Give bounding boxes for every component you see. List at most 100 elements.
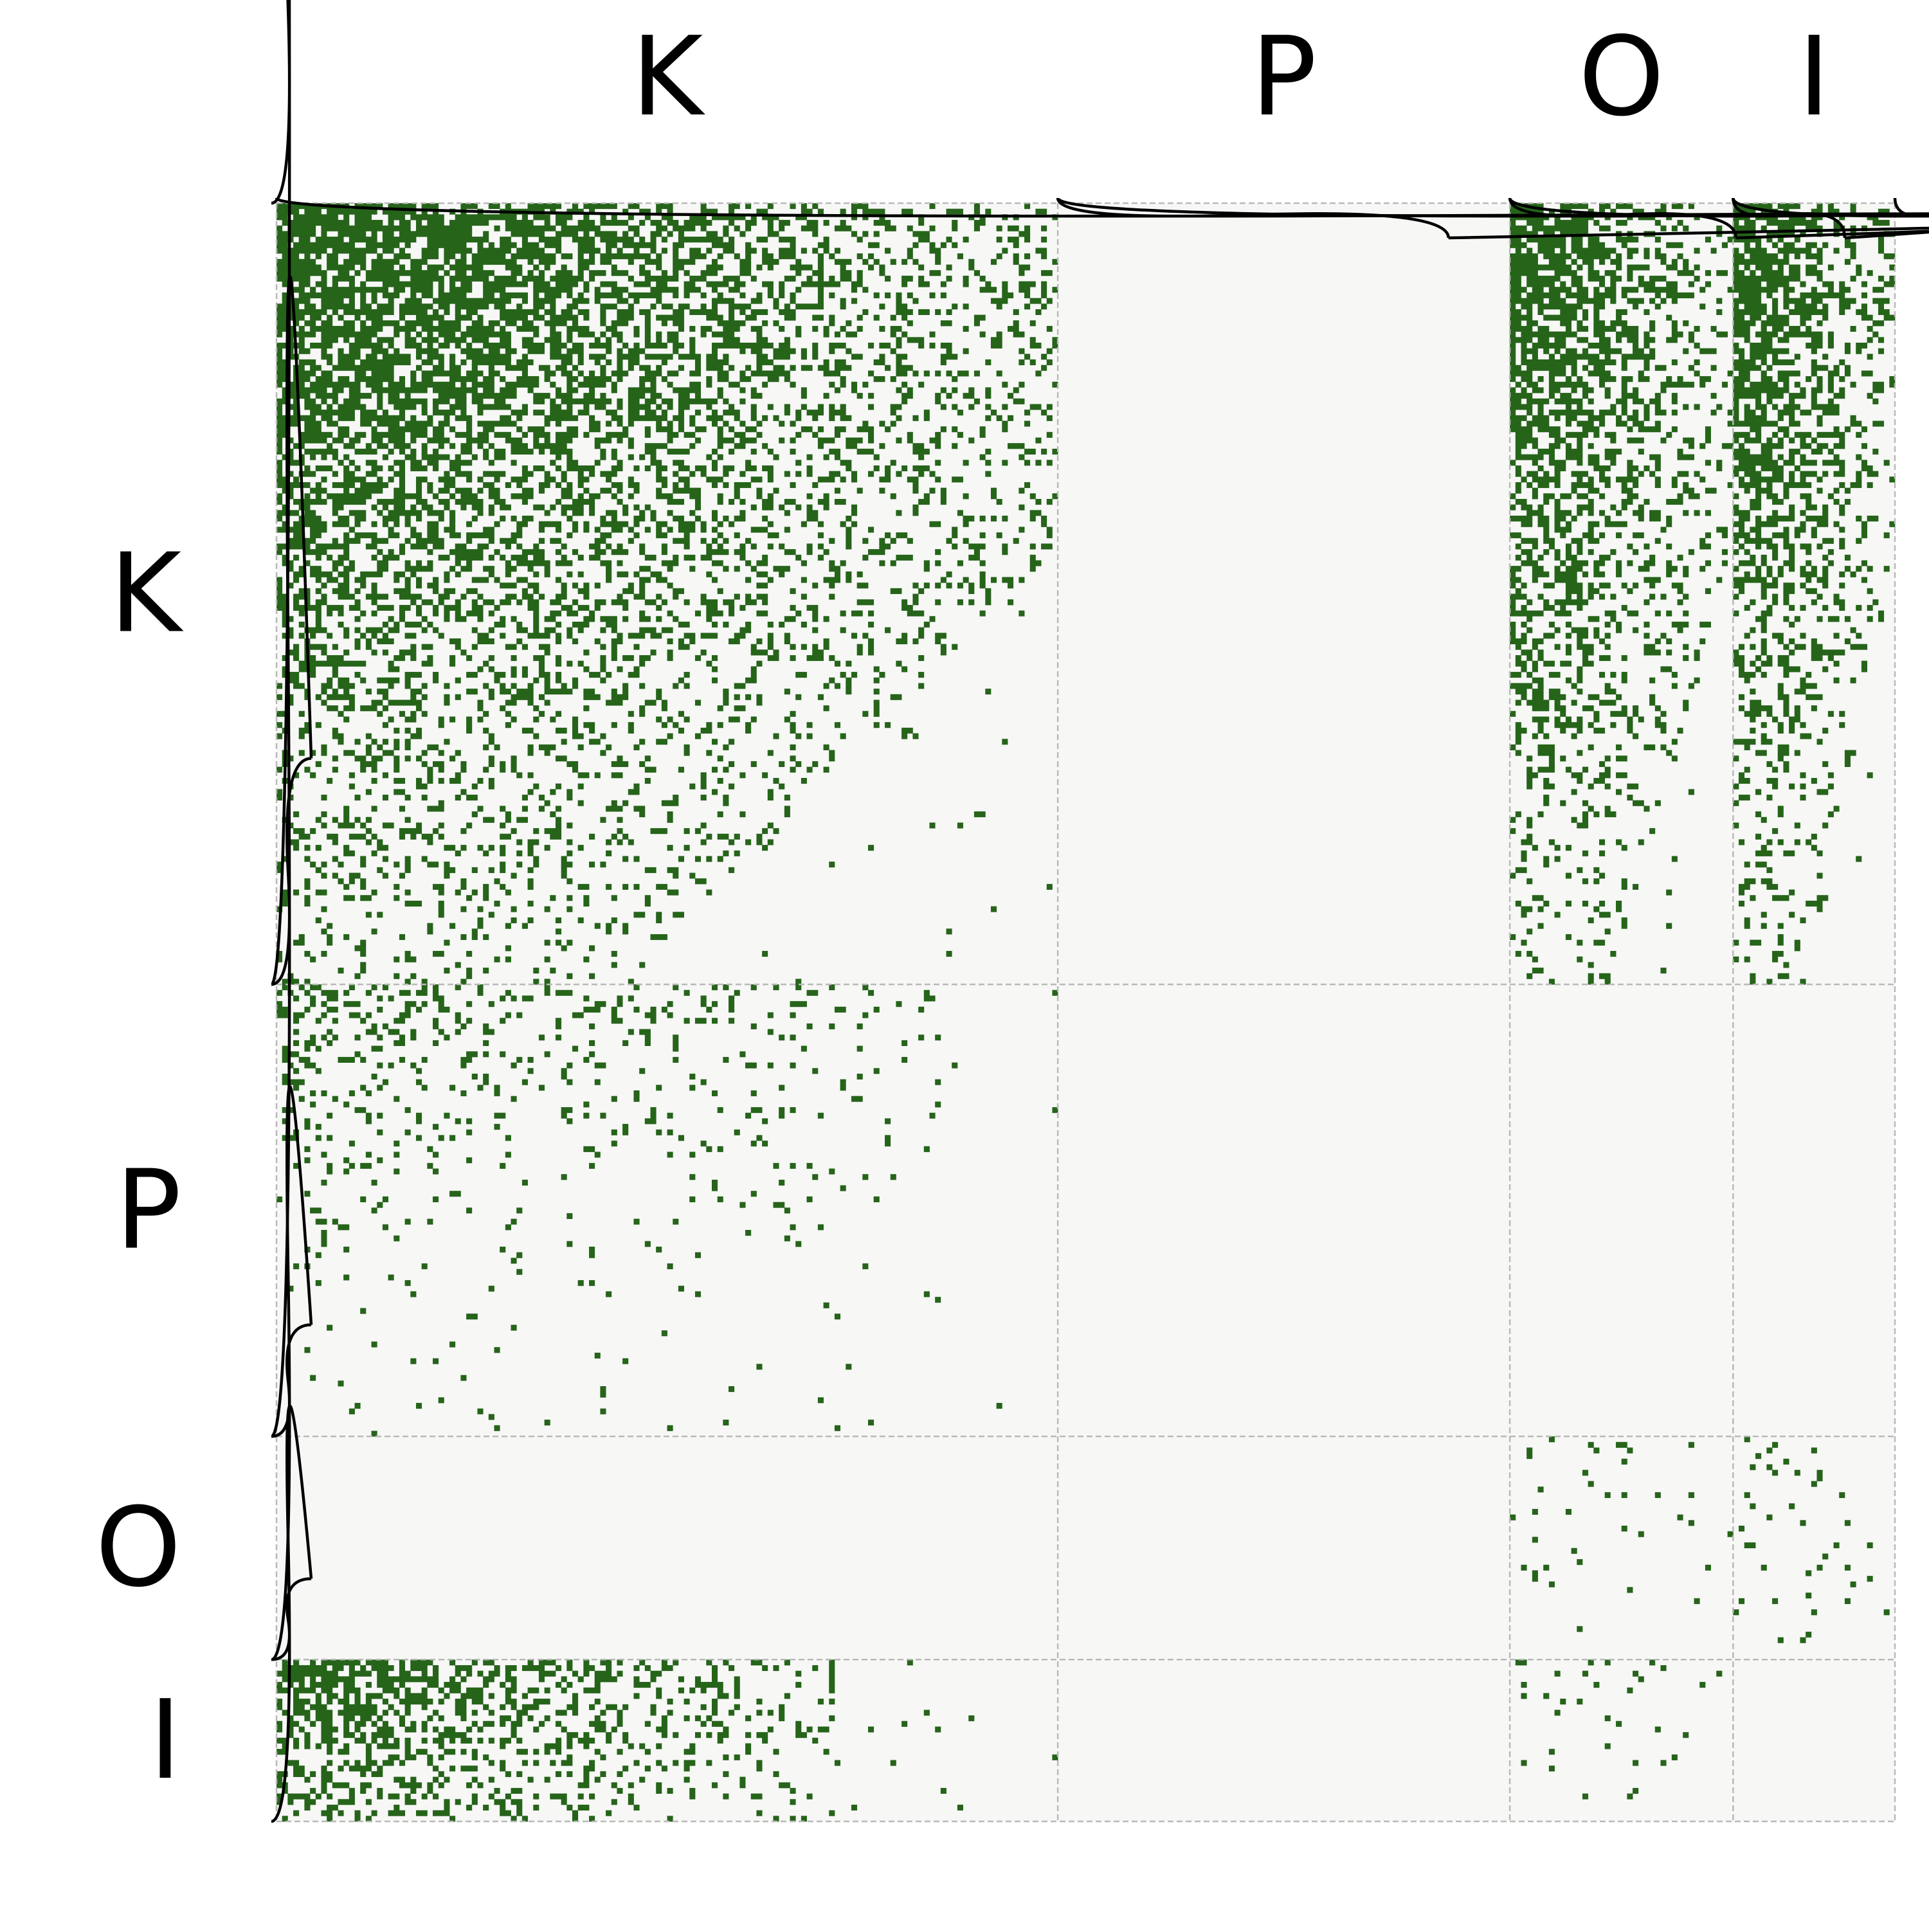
matrix-cell <box>946 275 952 282</box>
matrix-cell <box>684 599 690 606</box>
matrix-cell <box>483 342 489 349</box>
matrix-cell <box>644 320 651 327</box>
matrix-cell <box>511 694 517 700</box>
matrix-cell <box>538 443 545 449</box>
matrix-cell <box>907 431 913 438</box>
matrix-cell <box>851 287 858 293</box>
matrix-cell <box>538 710 545 717</box>
matrix-cell <box>382 354 388 360</box>
matrix-cell <box>310 666 316 673</box>
matrix-cell <box>1041 225 1047 231</box>
matrix-cell <box>644 504 651 510</box>
matrix-cell <box>298 287 305 293</box>
matrix-cell <box>729 248 735 254</box>
matrix-cell <box>684 554 690 561</box>
matrix-cell <box>689 566 696 572</box>
matrix-cell <box>343 493 350 500</box>
matrix-cell <box>377 465 383 472</box>
matrix-cell <box>377 309 383 315</box>
matrix-cell <box>990 516 997 522</box>
matrix-cell <box>856 571 863 577</box>
matrix-cell <box>438 275 444 282</box>
matrix-cell <box>868 644 874 650</box>
matrix-cell <box>968 599 975 606</box>
matrix-cell <box>628 420 634 427</box>
matrix-cell <box>382 415 388 421</box>
matrix-cell <box>332 521 338 527</box>
matrix-cell <box>427 275 433 282</box>
matrix-cell <box>533 309 539 315</box>
matrix-cell <box>589 381 595 388</box>
matrix-cell <box>846 537 852 544</box>
matrix-cell <box>639 237 646 243</box>
matrix-cell <box>617 761 623 768</box>
matrix-cell <box>1035 499 1042 505</box>
matrix-cell <box>538 237 545 243</box>
matrix-cell <box>287 460 294 466</box>
matrix-cell <box>711 476 718 483</box>
matrix-cell <box>577 499 584 505</box>
matrix-cell <box>979 287 986 293</box>
matrix-cell <box>521 342 528 349</box>
matrix-cell <box>555 437 562 444</box>
matrix-cell <box>600 354 606 360</box>
matrix-cell <box>555 549 562 555</box>
matrix-cell <box>433 431 439 438</box>
matrix-cell <box>511 766 517 773</box>
matrix-cell <box>500 275 506 282</box>
matrix-cell <box>544 393 550 399</box>
matrix-cell <box>533 410 539 416</box>
matrix-cell <box>935 633 941 639</box>
matrix-cell <box>511 700 517 706</box>
matrix-cell <box>779 761 785 768</box>
matrix-cell <box>321 220 327 226</box>
matrix-cell <box>566 393 573 399</box>
matrix-cell <box>343 376 350 383</box>
matrix-cell <box>729 404 735 410</box>
matrix-cell <box>304 220 311 226</box>
matrix-cell <box>700 303 707 310</box>
matrix-cell <box>711 516 718 522</box>
matrix-cell <box>511 593 517 600</box>
matrix-cell <box>349 325 355 332</box>
matrix-cell <box>388 660 394 667</box>
matrix-cell <box>650 571 657 577</box>
matrix-cell <box>583 325 590 332</box>
matrix-cell <box>622 309 629 315</box>
matrix-cell <box>555 660 562 667</box>
matrix-cell <box>729 242 735 248</box>
matrix-cell <box>310 499 316 505</box>
matrix-cell <box>767 499 774 505</box>
matrix-cell <box>500 359 506 366</box>
matrix-cell <box>494 499 500 505</box>
matrix-cell <box>790 448 796 455</box>
matrix-cell <box>628 437 634 444</box>
matrix-cell <box>806 275 813 282</box>
matrix-cell <box>293 387 300 393</box>
matrix-cell <box>628 710 634 717</box>
matrix-cell <box>762 599 768 606</box>
matrix-cell <box>488 214 494 221</box>
matrix-cell <box>538 431 545 438</box>
matrix-cell <box>561 443 567 449</box>
matrix-cell <box>282 672 288 678</box>
matrix-cell <box>310 258 316 265</box>
matrix-cell <box>394 203 400 210</box>
matrix-cell <box>505 281 511 287</box>
matrix-cell <box>427 225 433 231</box>
matrix-cell <box>711 610 718 617</box>
matrix-cell <box>1029 566 1036 572</box>
matrix-cell <box>488 554 494 561</box>
matrix-cell <box>773 365 779 371</box>
matrix-cell <box>388 214 394 221</box>
matrix-cell <box>940 499 946 505</box>
matrix-cell <box>354 465 361 472</box>
matrix-cell <box>846 270 852 276</box>
matrix-cell <box>812 627 819 633</box>
matrix-cell <box>628 303 634 310</box>
matrix-cell <box>673 460 679 466</box>
matrix-cell <box>433 604 439 611</box>
matrix-cell <box>717 214 723 221</box>
matrix-cell <box>968 404 975 410</box>
matrix-cell <box>885 225 891 231</box>
